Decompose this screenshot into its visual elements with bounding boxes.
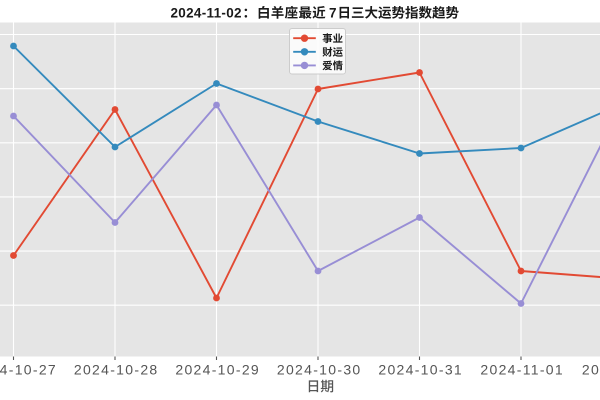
svg-text:2024-10-28: 2024-10-28 xyxy=(74,362,159,378)
svg-text:7: 7 xyxy=(329,6,337,21)
svg-text:2024-10-27: 2024-10-27 xyxy=(0,362,57,378)
svg-text:2024-10-29: 2024-10-29 xyxy=(175,362,260,378)
svg-text:2024-11-02: 2024-11-02 xyxy=(582,362,600,378)
svg-text:2024-11-02: 2024-11-02 xyxy=(171,6,242,21)
svg-text:2024-11-01: 2024-11-01 xyxy=(480,362,564,378)
svg-text:2024-10-30: 2024-10-30 xyxy=(277,362,362,378)
svg-text:2024-10-31: 2024-10-31 xyxy=(378,362,463,378)
